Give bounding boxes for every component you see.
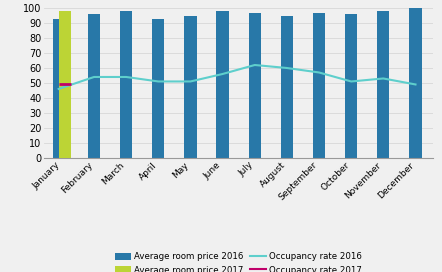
Bar xyxy=(409,8,422,158)
Bar xyxy=(281,16,293,158)
Bar xyxy=(53,19,65,158)
Bar xyxy=(345,14,357,158)
Bar xyxy=(152,19,164,158)
Bar xyxy=(249,13,261,158)
Bar xyxy=(313,13,325,158)
Bar xyxy=(217,11,229,158)
Bar xyxy=(59,11,71,158)
Bar xyxy=(120,11,132,158)
Bar xyxy=(184,16,197,158)
Bar xyxy=(88,14,100,158)
Legend: Average room price 2016, Average room price 2017, Occupancy rate 2016, Occupancy: Average room price 2016, Average room pr… xyxy=(112,249,366,272)
Bar xyxy=(377,11,389,158)
